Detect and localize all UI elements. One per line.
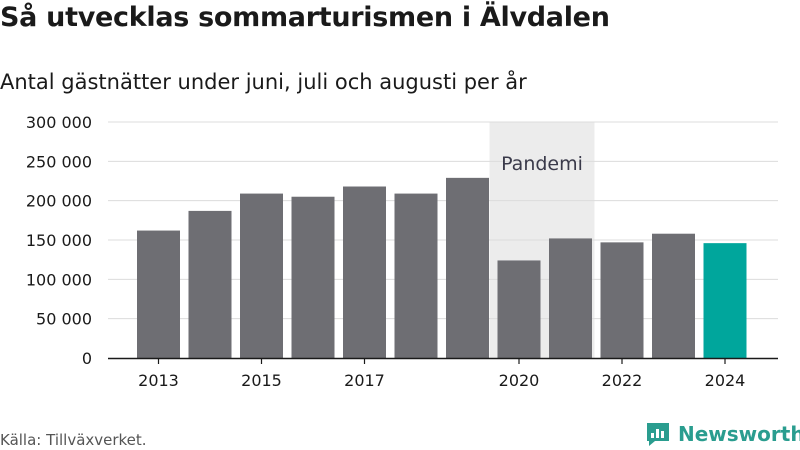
chart-title: Så utvecklas sommarturismen i Älvdalen xyxy=(0,2,610,33)
brand-logo: Newsworthy xyxy=(645,421,800,447)
source-note: Källa: Tillväxverket. xyxy=(0,431,147,449)
bar-2023 xyxy=(652,233,695,358)
x-tick-label: 2020 xyxy=(499,371,540,390)
bar-2024 xyxy=(703,243,747,358)
x-tick-label: 2017 xyxy=(344,371,385,390)
y-tick-label: 250 000 xyxy=(26,152,92,171)
x-tick-label: 2022 xyxy=(602,371,643,390)
bar-2020 xyxy=(497,260,541,358)
y-tick-label: 0 xyxy=(82,349,92,368)
bar-2022 xyxy=(600,242,644,358)
bar-2021 xyxy=(549,238,592,358)
y-tick-label: 150 000 xyxy=(26,231,92,250)
y-tick-label: 300 000 xyxy=(26,113,92,132)
x-tick-label: 2013 xyxy=(138,371,179,390)
y-tick-label: 50 000 xyxy=(36,310,92,329)
chart-subtitle: Antal gästnätter under juni, juli och au… xyxy=(0,70,527,94)
brand-name: Newsworthy xyxy=(678,422,800,446)
y-tick-label: 200 000 xyxy=(26,192,92,211)
newsworthy-logo-icon xyxy=(647,423,669,446)
bar-2019 xyxy=(446,177,489,358)
bar-2013 xyxy=(137,230,180,358)
bar-2017 xyxy=(343,186,386,358)
bar-2018 xyxy=(394,193,438,358)
x-tick-label: 2015 xyxy=(241,371,282,390)
bar-2014 xyxy=(188,210,232,358)
bar-chart: 0 50 000 100 000 150 000 200 000 250 000 300 0… xyxy=(26,113,778,390)
bar-2016 xyxy=(291,196,335,358)
x-tick-label: 2024 xyxy=(705,371,746,390)
bar-2015 xyxy=(240,193,283,358)
pandemic-label: Pandemi xyxy=(501,153,583,175)
y-tick-label: 100 000 xyxy=(26,270,92,289)
